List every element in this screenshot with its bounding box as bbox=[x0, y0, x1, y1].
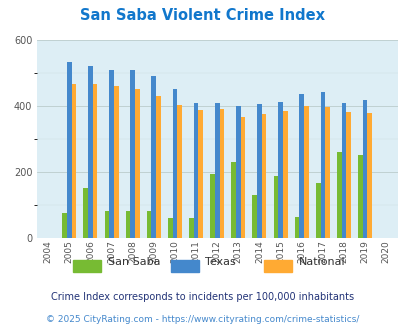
Bar bbox=[92, 84, 97, 238]
Text: National: National bbox=[298, 257, 344, 267]
Bar bbox=[294, 217, 298, 238]
Bar bbox=[210, 174, 214, 238]
Bar bbox=[357, 155, 362, 238]
Bar bbox=[320, 92, 324, 238]
Bar bbox=[172, 89, 177, 238]
Bar bbox=[336, 152, 341, 238]
Bar bbox=[282, 111, 287, 238]
Bar bbox=[240, 117, 245, 238]
Bar bbox=[168, 218, 172, 238]
Bar bbox=[135, 89, 139, 238]
Text: San Saba Violent Crime Index: San Saba Violent Crime Index bbox=[80, 8, 325, 23]
Bar bbox=[198, 110, 202, 238]
Bar bbox=[126, 211, 130, 238]
Bar bbox=[252, 195, 256, 238]
Bar bbox=[277, 102, 282, 238]
Bar bbox=[362, 100, 367, 238]
Text: San Saba: San Saba bbox=[107, 257, 160, 267]
Bar bbox=[256, 104, 261, 238]
Bar bbox=[324, 107, 329, 238]
Bar bbox=[83, 188, 88, 238]
Bar bbox=[231, 162, 235, 238]
Text: Crime Index corresponds to incidents per 100,000 inhabitants: Crime Index corresponds to incidents per… bbox=[51, 292, 354, 302]
Bar bbox=[261, 114, 266, 238]
Text: Texas: Texas bbox=[205, 257, 235, 267]
Bar bbox=[367, 113, 371, 238]
Bar bbox=[151, 76, 156, 238]
Bar bbox=[345, 112, 350, 238]
Bar bbox=[67, 62, 71, 238]
Bar bbox=[219, 109, 224, 238]
Bar bbox=[104, 211, 109, 238]
Bar bbox=[71, 84, 76, 238]
Bar bbox=[193, 103, 198, 238]
Bar bbox=[235, 106, 240, 238]
Bar bbox=[189, 218, 193, 238]
Text: © 2025 CityRating.com - https://www.cityrating.com/crime-statistics/: © 2025 CityRating.com - https://www.city… bbox=[46, 315, 359, 324]
Bar bbox=[130, 70, 135, 238]
Bar bbox=[62, 213, 67, 238]
Bar bbox=[298, 94, 303, 238]
Bar bbox=[315, 183, 320, 238]
Bar bbox=[147, 211, 151, 238]
Bar bbox=[341, 103, 345, 238]
Bar bbox=[156, 96, 160, 238]
Bar bbox=[214, 103, 219, 238]
Bar bbox=[109, 70, 113, 238]
Bar bbox=[303, 106, 308, 238]
Bar bbox=[273, 176, 277, 238]
Bar bbox=[113, 86, 118, 238]
Bar bbox=[88, 66, 92, 238]
Bar bbox=[177, 105, 181, 238]
